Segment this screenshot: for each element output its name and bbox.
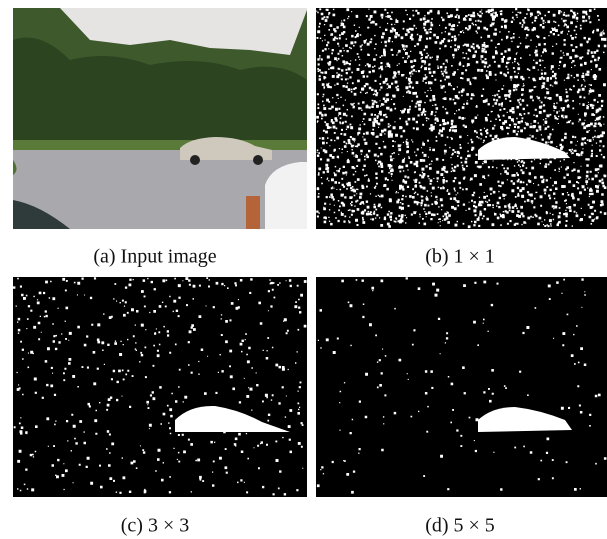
caption: (c) 3 × 3 bbox=[121, 515, 189, 537]
wheel bbox=[190, 155, 200, 165]
input-image bbox=[13, 8, 307, 229]
hydrant bbox=[246, 196, 260, 229]
wheel bbox=[253, 155, 263, 165]
caption: (a) Input image bbox=[93, 246, 216, 268]
mask-5x5 bbox=[316, 277, 607, 497]
road bbox=[13, 150, 307, 229]
caption: (d) 5 × 5 bbox=[425, 515, 495, 537]
figure: (a) Input image (b) 1 × 1 (c) 3 × 3 (d) … bbox=[0, 0, 607, 539]
caption: (b) 1 × 1 bbox=[425, 246, 495, 268]
